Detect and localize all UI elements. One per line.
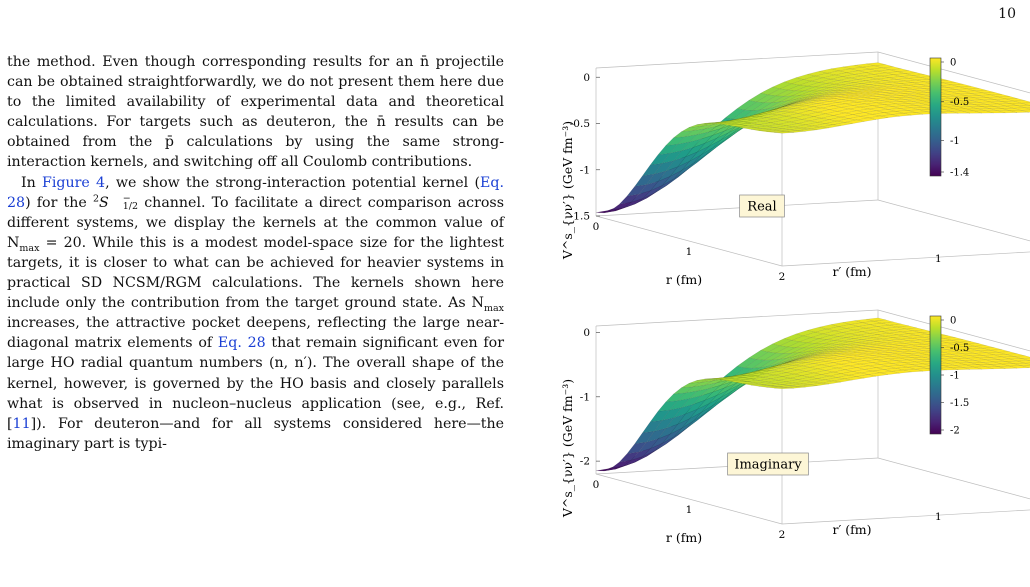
- text-run: In: [21, 174, 43, 191]
- axis-box-edge: [877, 51, 1030, 94]
- colorbar-tick-label: -1: [950, 136, 960, 147]
- axis-box-edge: [877, 199, 1030, 242]
- z-tick-label: 0: [583, 327, 590, 339]
- surface-patch: [797, 128, 818, 132]
- channel-subscript: 1/2: [122, 200, 139, 212]
- colorbar-tick-label: 0: [950, 316, 956, 327]
- channel-superscript: 2: [92, 192, 100, 204]
- axis-box-edge: [877, 309, 1030, 352]
- channel-symbol: S: [99, 194, 109, 211]
- nmax-subscript: max: [19, 242, 40, 254]
- text-run: ]). For deuteron—and for all systems con…: [7, 415, 504, 452]
- page-number: 10: [998, 6, 1016, 22]
- z-tick-label: 0: [583, 72, 590, 84]
- surface-patch: [1013, 355, 1030, 359]
- surface-patch: [844, 119, 865, 124]
- paragraph-2: In Figure 4, we show the strong-interact…: [7, 173, 504, 454]
- surface-patch: [1013, 363, 1030, 366]
- colorbar: [929, 315, 942, 435]
- x-tick-label: 1: [686, 504, 693, 516]
- nmax-subscript: max: [483, 302, 504, 314]
- axis-box-edge: [877, 457, 1030, 500]
- x-tick-label: 0: [593, 221, 600, 233]
- surface-patch: [821, 124, 841, 129]
- colorbar-tick-label: -2: [950, 426, 960, 437]
- x-tick-label: 1: [686, 246, 693, 258]
- colorbar: [929, 57, 942, 177]
- y-tick-label: 1: [935, 253, 942, 265]
- x-axis-label: r (fm): [666, 530, 702, 545]
- figure-4-link[interactable]: Figure 4: [42, 174, 106, 191]
- colorbar-tick-label: -1.5: [950, 398, 969, 409]
- colorbar-tick-label: -0.5: [950, 343, 969, 354]
- z-tick-label: -1: [580, 164, 590, 176]
- surface-patch: [997, 365, 1018, 369]
- z-tick-label: -2: [580, 456, 590, 468]
- axis-box-edge: [781, 509, 1030, 525]
- panel-label: Imaginary: [734, 458, 802, 473]
- z-axis-label: V^s_{νν′} (GeV fm⁻³): [560, 121, 575, 260]
- surface-patch: [1024, 107, 1030, 110]
- z-tick-label: -0.5: [570, 118, 590, 130]
- surface-patch: [973, 366, 994, 370]
- text-run: ) for the: [25, 194, 93, 211]
- axis-box-edge: [595, 309, 879, 327]
- surface-patch: [1021, 357, 1030, 361]
- surface-patch: [985, 366, 1006, 370]
- axis-box-edge: [595, 473, 783, 525]
- x-tick-label: 0: [593, 479, 600, 491]
- colorbar-tick-label: -1.4: [950, 168, 969, 179]
- channel-parity: −: [122, 192, 131, 204]
- surface-patch: [809, 126, 830, 130]
- panel-imaginary: 0-1-201212r (fm)r′ (fm)V^s_{νν′} (GeV fm…: [560, 309, 1030, 545]
- surface-patch: [1009, 365, 1029, 369]
- figure-svg: 0-0.5-1-1.501212r (fm)r′ (fm)V^s_{νν′} (…: [560, 51, 1030, 545]
- z-tick-label: -1: [580, 391, 590, 403]
- axis-box-edge: [595, 215, 783, 267]
- x-tick-label: 2: [779, 529, 786, 541]
- text-run: that remain significant even for large H…: [7, 335, 504, 432]
- paragraph-1: the method. Even though corresponding re…: [7, 54, 504, 171]
- panel-label-box: [739, 194, 785, 218]
- surface-patch: [774, 131, 794, 134]
- panel-real: 0-0.5-1-1.501212r (fm)r′ (fm)V^s_{νν′} (…: [560, 51, 1030, 287]
- axis-box-edge: [595, 51, 879, 69]
- panel-label-box: [727, 452, 809, 476]
- y-axis-label: r′ (fm): [832, 522, 871, 537]
- figure-4: 0-0.5-1-1.501212r (fm)r′ (fm)V^s_{νν′} (…: [552, 40, 1030, 587]
- z-axis-label: V^s_{νν′} (GeV fm⁻³): [560, 379, 575, 518]
- text-run: channel. To facilitate a direct comparis…: [7, 194, 504, 251]
- text-run: = 20. While this is a modest model-space…: [7, 234, 504, 312]
- surface-patch: [962, 366, 982, 370]
- text-run: increases, the attractive pocket deepens…: [7, 315, 504, 352]
- colorbar-tick-label: -1: [950, 371, 960, 382]
- ref-11-link[interactable]: 11: [12, 415, 31, 432]
- x-axis-label: r (fm): [666, 272, 702, 287]
- x-tick-label: 2: [779, 271, 786, 283]
- axis-box-edge: [595, 199, 879, 217]
- y-tick-label: 1: [935, 511, 942, 523]
- surface-patch: [1024, 362, 1030, 365]
- text-run: , we show the strong-interaction potenti…: [105, 174, 481, 191]
- z-tick-label: -1.5: [570, 211, 590, 223]
- panel-label: Real: [747, 200, 776, 215]
- surface-patch: [950, 367, 971, 370]
- eq-28-link-2[interactable]: Eq. 28: [217, 335, 266, 352]
- eq-28-link[interactable]: Eq. 28: [7, 174, 504, 211]
- colorbar-tick-label: 0: [950, 58, 956, 69]
- colorbar-tick-label: -0.5: [950, 97, 969, 108]
- surface-patch: [1017, 360, 1030, 364]
- y-axis-label: r′ (fm): [832, 264, 871, 279]
- text-column: the method. Even though corresponding re…: [7, 52, 504, 454]
- surface-patch: [774, 387, 794, 389]
- axis-box-edge: [781, 251, 1030, 267]
